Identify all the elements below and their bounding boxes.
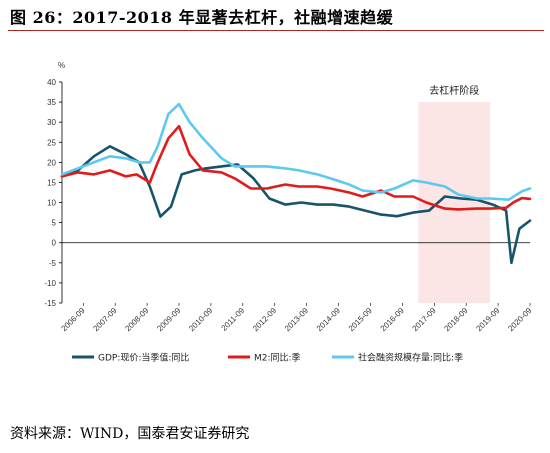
x-tick-label: 2019-09 xyxy=(474,306,502,334)
y-tick-label: 30 xyxy=(47,118,56,127)
x-tick-label: 2012-09 xyxy=(251,306,279,334)
legend-label-1: M2:同比:季 xyxy=(254,352,301,364)
y-unit-label: % xyxy=(58,61,65,70)
legend-label-2: 社会融资规模存量:同比:季 xyxy=(358,352,463,364)
x-tick-label: 2017-09 xyxy=(411,306,439,334)
y-tick-label: 15 xyxy=(47,178,56,187)
x-axis: 2006-09 2007-09 2008-09 2009-09 2010-09 2011-… xyxy=(60,303,534,333)
series-line-1 xyxy=(60,124,532,211)
y-tick-label: 20 xyxy=(47,158,56,167)
y-tick-label: -10 xyxy=(44,279,56,288)
y-tick-label: 35 xyxy=(47,98,56,107)
y-tick-label: 10 xyxy=(47,199,56,208)
deleveraging-label: 去杠杆阶段 xyxy=(429,84,479,97)
figure-title: 图 26：2017-2018 年显著去杠杆，社融增速趋缓 xyxy=(10,8,394,27)
x-tick-label: 2007-09 xyxy=(91,306,119,334)
y-tick-label: 5 xyxy=(52,219,57,228)
y-tick-label: 40 xyxy=(47,78,56,87)
x-tick-label: 2013-09 xyxy=(283,306,311,334)
y-tick-label: -5 xyxy=(49,259,57,268)
x-tick-label: 2008-09 xyxy=(123,306,151,334)
legend-label-0: GDP:现价:当季值:同比 xyxy=(98,352,189,364)
y-tick-label: -15 xyxy=(44,299,56,308)
series-line-0 xyxy=(60,145,532,265)
x-tick-label: 2018-09 xyxy=(442,306,470,334)
legend: GDP:现价:当季值:同比 M2:同比:季 社会融资规模存量:同比:季 xyxy=(72,352,463,364)
x-tick-label: 2010-09 xyxy=(187,306,215,334)
source-note: 资料来源：WIND，国泰君安证券研究 xyxy=(10,426,250,442)
x-tick-label: 2016-09 xyxy=(379,306,407,334)
y-tick-label: 25 xyxy=(47,138,56,147)
x-tick-label: 2020-09 xyxy=(506,306,534,334)
x-tick-label: 2015-09 xyxy=(347,306,375,334)
x-tick-label: 2009-09 xyxy=(155,306,183,334)
y-axis: -15 -10 -5 0 5 10 15 20 25 30 35 40 xyxy=(44,78,63,308)
x-tick-label: 2014-09 xyxy=(315,306,343,334)
series-lines xyxy=(60,102,532,265)
series-line-2 xyxy=(60,102,532,201)
x-tick-label: 2011-09 xyxy=(220,306,247,333)
title-rule xyxy=(8,30,544,31)
y-tick-label: 0 xyxy=(52,239,57,248)
x-tick-label: 2006-09 xyxy=(60,306,88,334)
